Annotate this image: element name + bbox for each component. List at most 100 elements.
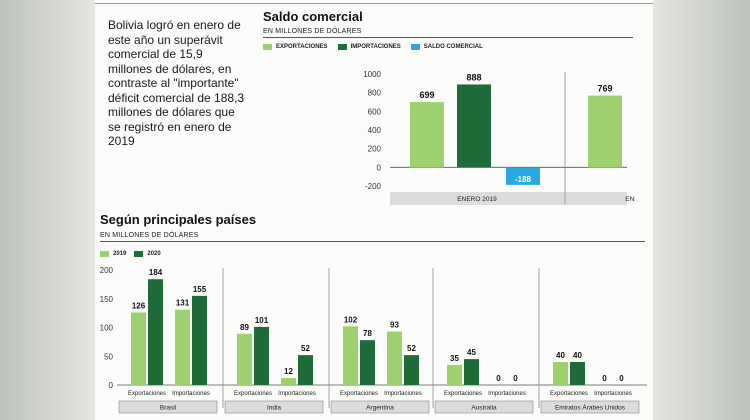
country-label: Brasil [160,405,177,412]
chart1-legend: EXPORTACIONES IMPORTACIONES SALDO COMERC… [263,44,483,50]
legend-swatch-importaciones [337,44,347,50]
legend-label-importaciones: IMPORTACIONES [350,44,401,50]
y-tick-label: -200 [365,182,382,191]
category-label: Importaciones [594,391,632,397]
category-label: Exportaciones [128,391,166,397]
country-band [118,400,218,414]
bar-2020 [570,362,585,385]
bar-value-label: 699 [419,90,434,100]
category-label: ENERO 2019 [457,196,497,203]
category-label: ENERO 2020 [625,196,635,203]
y-tick-label: 400 [368,126,382,135]
legend-item-exportaciones: EXPORTACIONES [263,44,328,50]
category-label: Exportaciones [234,391,272,397]
legend-label-2019: 2019 [113,251,127,257]
bar-2020 [464,359,479,385]
infographic-panel: Bolivia logró en enero de este año un su… [95,0,653,420]
category-label: Importaciones [488,391,526,397]
legend-item-2020: 2020 [134,251,161,257]
legend-swatch-exportaciones [263,44,272,50]
bar-value-label: 888 [466,72,481,82]
bar-2020 [404,355,419,385]
bar-value-label: 0 [619,374,624,383]
bar-2019 [553,362,568,385]
bar-value-label: 89 [240,323,249,332]
bar-2020 [298,355,313,385]
bar-exportaciones [588,95,622,168]
legend-swatch-saldo [410,44,420,50]
bar-value-label: 52 [407,344,416,353]
bar-value-label: 40 [556,351,565,360]
country-label: India [267,405,281,412]
saldo-comercial-chart: 1000 800 600 400 200 0 -200 699 888 -188 ENERO 201… [363,70,635,205]
bar-value-label: 155 [193,285,207,294]
bar-value-label: 769 [597,84,612,94]
legend-item-saldo: SALDO COMERCIAL [410,44,483,50]
legend-item-importaciones: IMPORTACIONES [337,44,401,50]
y-tick-label: 800 [368,89,382,98]
bar-2019 [175,309,190,385]
bar-2019 [131,312,146,385]
bar-value-label: 93 [390,321,399,330]
bar-2019 [237,333,252,385]
bar-value-label: 101 [255,316,269,325]
category-label: Exportaciones [550,391,588,397]
chart2-legend: 2019 2020 [100,251,161,257]
bar-value-label: 78 [363,329,372,338]
bar-value-label: 45 [467,348,476,357]
country-label: Emiratos Árabes Unidos [555,403,626,412]
y-tick-label: 200 [368,145,382,154]
y-tick-label: 50 [104,352,113,361]
bar-value-label: -188 [515,175,532,184]
bar-2020 [360,340,375,385]
intro-paragraph: Bolivia logró en enero de este año un su… [108,18,245,148]
chart2-title: Según principales países [100,212,257,227]
legend-item-2019: 2019 [100,251,126,257]
chart1-subtitle-rule [263,37,633,38]
bar-exportaciones [410,102,444,168]
bar-2019 [387,331,402,385]
bar-2020 [148,279,163,385]
y-tick-label: 150 [100,295,114,304]
y-tick-label: 1000 [363,70,381,79]
legend-swatch-2020 [134,251,144,257]
bar-2020 [192,295,207,385]
category-label: Importaciones [384,391,422,397]
bar-value-label: 184 [149,268,163,277]
y-tick-label: 0 [377,163,382,172]
bar-value-label: 40 [573,351,582,360]
bar-value-label: 102 [344,315,358,324]
bar-value-label: 0 [513,374,518,383]
bar-value-label: 0 [602,374,607,383]
y-tick-label: 600 [368,107,382,116]
bar-value-label: 131 [176,299,190,308]
legend-label-exportaciones: EXPORTACIONES [276,44,328,50]
legend-label-saldo: SALDO COMERCIAL [423,44,483,50]
country-label: Argentina [366,405,394,412]
bar-value-label: 12 [284,367,293,376]
y-tick-label: 100 [100,324,114,333]
country-band [224,400,324,414]
top-rule [95,3,653,4]
bar-saldo-comercial [506,167,540,185]
background-left [0,0,95,420]
chart1-subtitle: EN MILLONES DE DÓLARES [263,28,362,35]
y-tick-label: 0 [109,381,114,390]
legend-label-2020: 2020 [147,251,161,257]
bar-2019 [281,378,296,385]
bar-value-label: 0 [496,374,501,383]
chart1-title: Saldo comercial [263,9,363,24]
bar-importaciones [457,84,491,168]
category-label: Importaciones [278,391,316,397]
bar-value-label: 52 [301,344,310,353]
bar-value-label: 126 [132,302,146,311]
bar-2019 [343,326,358,385]
category-band [390,192,627,205]
country-band [540,400,640,414]
background-right [652,0,750,420]
bar-2019 [447,364,462,385]
bar-value-label: 35 [450,354,459,363]
y-tick-label: 200 [100,266,114,275]
country-band [434,400,534,414]
